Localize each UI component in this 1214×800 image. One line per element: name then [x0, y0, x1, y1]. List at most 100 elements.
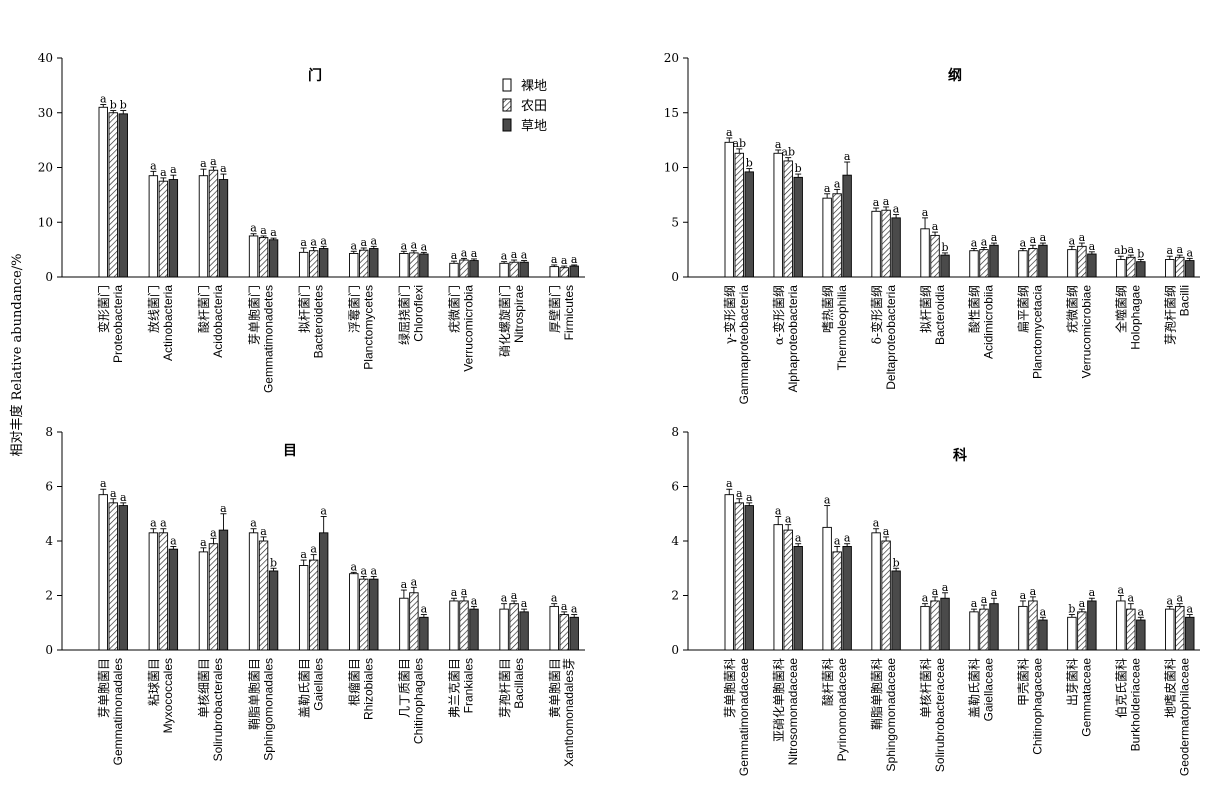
bar [419, 253, 429, 278]
bar [469, 608, 479, 651]
y-tick-label: 2 [45, 589, 53, 603]
bar [1087, 253, 1097, 278]
x-category-label-cn: 酸杆菌科 [820, 658, 835, 706]
bar [793, 176, 803, 278]
x-category-label-en: Bacillales [512, 658, 526, 709]
bar [734, 502, 744, 651]
bar [168, 548, 179, 651]
significance-label: a [300, 548, 307, 561]
bar [891, 217, 901, 278]
significance-label: a [726, 477, 733, 490]
significance-label: a [1176, 592, 1183, 605]
bar [724, 494, 734, 651]
bar [308, 250, 319, 278]
bar [298, 565, 309, 651]
y-tick-label: 8 [671, 425, 679, 439]
bar [449, 600, 459, 651]
x-category-label-cn: 芽单胞菌门 [246, 285, 261, 345]
x-category-label-cn: 芽单胞菌科 [723, 658, 737, 718]
bar [783, 160, 793, 278]
bar [118, 505, 128, 651]
x-category-label-cn: 芽孢杆菌纲 [1164, 285, 1178, 345]
y-tick-label: 0 [45, 643, 53, 657]
significance-label: a [775, 504, 782, 517]
bar [268, 239, 279, 278]
significance-label: a [1138, 605, 1145, 618]
bar [920, 228, 930, 278]
x-category-label-cn: 绿屈挠菌门 [397, 285, 412, 345]
significance-label: a [726, 126, 733, 139]
bar [369, 578, 379, 651]
significance-label: a [260, 224, 267, 237]
bar [318, 248, 329, 278]
bar [509, 261, 519, 278]
significance-label: a [160, 166, 167, 179]
significance-label: a [824, 494, 831, 507]
x-category-label-cn: 盖勒氏菌目 [297, 658, 311, 718]
bar [118, 113, 128, 278]
significance-label: a [200, 536, 207, 549]
x-category-label-cn: 酸杆菌门 [196, 285, 211, 333]
significance-label: a [421, 240, 428, 253]
significance-label: b [1068, 603, 1075, 616]
significance-label: a [320, 504, 327, 517]
bar [409, 592, 419, 651]
significance-label: a [561, 254, 568, 267]
significance-label: a [300, 236, 307, 249]
x-category-label-en: Chitinophagales [412, 658, 426, 744]
bar [930, 600, 940, 651]
significance-label: a [521, 597, 528, 610]
bar [773, 152, 783, 278]
x-category-label-en: Verrucomicrobia [462, 285, 476, 372]
significance-label: a [360, 236, 367, 249]
bar [1067, 249, 1077, 278]
x-category-label-cn: 酸性菌纲 [967, 285, 982, 333]
significance-label: a [922, 206, 929, 219]
significance-label: b [1137, 247, 1144, 260]
bar [198, 175, 209, 278]
x-category-label-cn: 疣微菌门 [447, 285, 462, 333]
x-category-label-en: Gemmatimonadaceae [737, 658, 751, 776]
significance-label: a [170, 163, 177, 176]
significance-label: a [561, 600, 568, 613]
significance-label: a [991, 586, 998, 599]
significance-label: ab [1114, 244, 1128, 257]
significance-label: a [1176, 243, 1183, 256]
x-category-label-cn: γ-变形菌纲 [722, 285, 737, 344]
x-category-label-en: Chloroflexi [412, 285, 426, 342]
significance-label: a [942, 581, 949, 594]
x-category-label-cn: 厚壁菌门 [547, 285, 562, 333]
significance-label: a [922, 592, 929, 605]
bar [258, 540, 269, 651]
significance-label: a [824, 182, 831, 195]
x-category-label-en: Proteobacteria [111, 285, 125, 363]
x-category-label-en: Chitinophagaceae [1031, 658, 1045, 755]
significance-label: a [736, 487, 743, 500]
bar [744, 171, 754, 278]
x-category-label-en: Gaiellaceae [982, 658, 996, 722]
x-category-label-en: Sphingomonadales [261, 658, 275, 761]
y-tick-label: 0 [671, 643, 679, 657]
significance-label: b [120, 99, 127, 112]
bar [969, 250, 979, 278]
significance-label: a [501, 592, 508, 605]
bar [509, 603, 519, 651]
significance-label: a [893, 203, 900, 216]
x-category-label-cn: 根瘤菌目 [347, 658, 362, 706]
significance-label: a [1079, 231, 1086, 244]
bar [218, 179, 229, 278]
significance-label: a [110, 487, 117, 500]
bar [891, 570, 901, 651]
bar [871, 210, 881, 278]
x-category-label-en: Alphaproteobacteria [786, 285, 800, 393]
x-category-label-en: Myxococcales [161, 658, 175, 733]
significance-label: a [120, 491, 127, 504]
significance-label: a [1118, 584, 1125, 597]
significance-label: a [1020, 589, 1027, 602]
significance-label: a [150, 517, 157, 530]
bar [148, 175, 159, 278]
significance-label: b [795, 162, 802, 175]
x-category-label-cn: 浮霉菌门 [347, 285, 362, 333]
x-category-label-en: Bacilli [1178, 285, 1192, 316]
